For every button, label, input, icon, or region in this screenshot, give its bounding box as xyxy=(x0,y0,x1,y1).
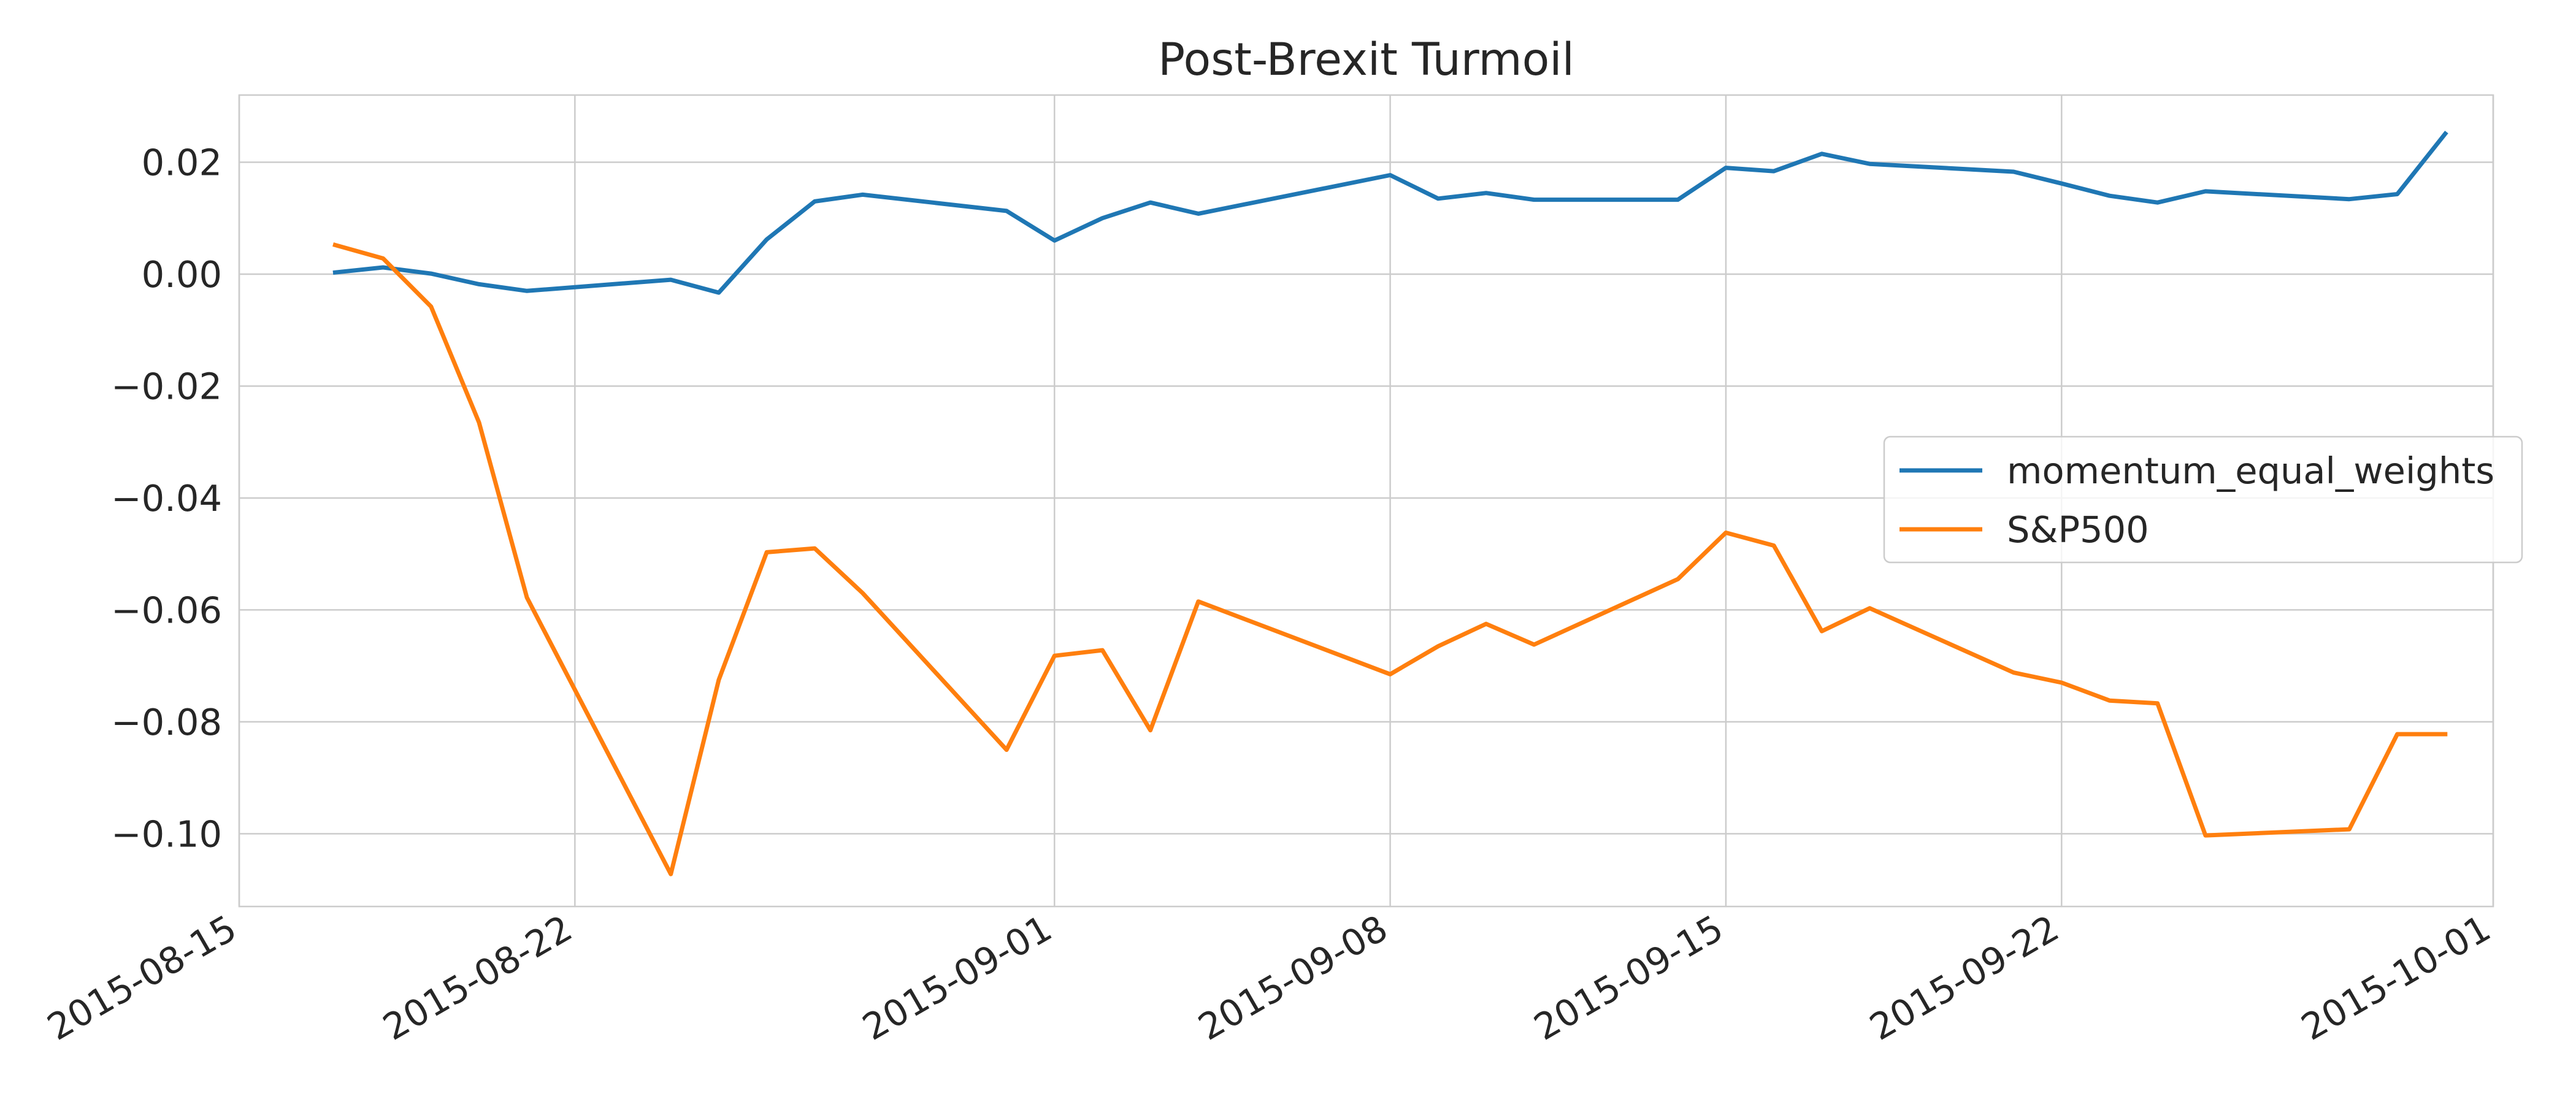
y-tick-label: −0.02 xyxy=(111,365,222,407)
chart-title: Post-Brexit Turmoil xyxy=(1158,34,1574,86)
series-lines xyxy=(332,131,2448,876)
y-tick-label: −0.10 xyxy=(111,813,222,855)
legend-label: S&P500 xyxy=(2007,508,2149,551)
x-tick-label: 2015-09-08 xyxy=(1191,907,1394,1048)
y-tick-label: −0.06 xyxy=(111,589,222,631)
x-tick-label: 2015-10-01 xyxy=(2294,907,2497,1048)
y-tick-label: −0.04 xyxy=(111,477,222,519)
y-axis-ticks: 0.02 0.00 −0.02 −0.04 −0.06 −0.08 −0.10 xyxy=(111,141,222,855)
series-line-sp500 xyxy=(332,242,2448,876)
y-tick-label: 0.00 xyxy=(142,253,222,296)
y-tick-label: 0.02 xyxy=(142,141,222,183)
series-line-momentum xyxy=(332,131,2448,295)
x-tick-label: 2015-09-01 xyxy=(856,907,1059,1048)
legend-frame xyxy=(1883,435,2523,564)
x-tick-label: 2015-09-22 xyxy=(1863,907,2066,1048)
x-tick-label: 2015-08-22 xyxy=(376,907,579,1048)
x-axis-ticks: 2015-08-15 2015-08-22 2015-09-01 2015-09-08… xyxy=(40,907,2497,1048)
x-tick-label: 2015-09-15 xyxy=(1527,907,1730,1048)
y-tick-label: −0.08 xyxy=(111,701,222,743)
x-tick-label: 2015-08-15 xyxy=(40,907,243,1048)
legend: momentum_equal_weights S&P500 xyxy=(1883,435,2523,564)
legend-label: momentum_equal_weights xyxy=(2007,450,2494,492)
